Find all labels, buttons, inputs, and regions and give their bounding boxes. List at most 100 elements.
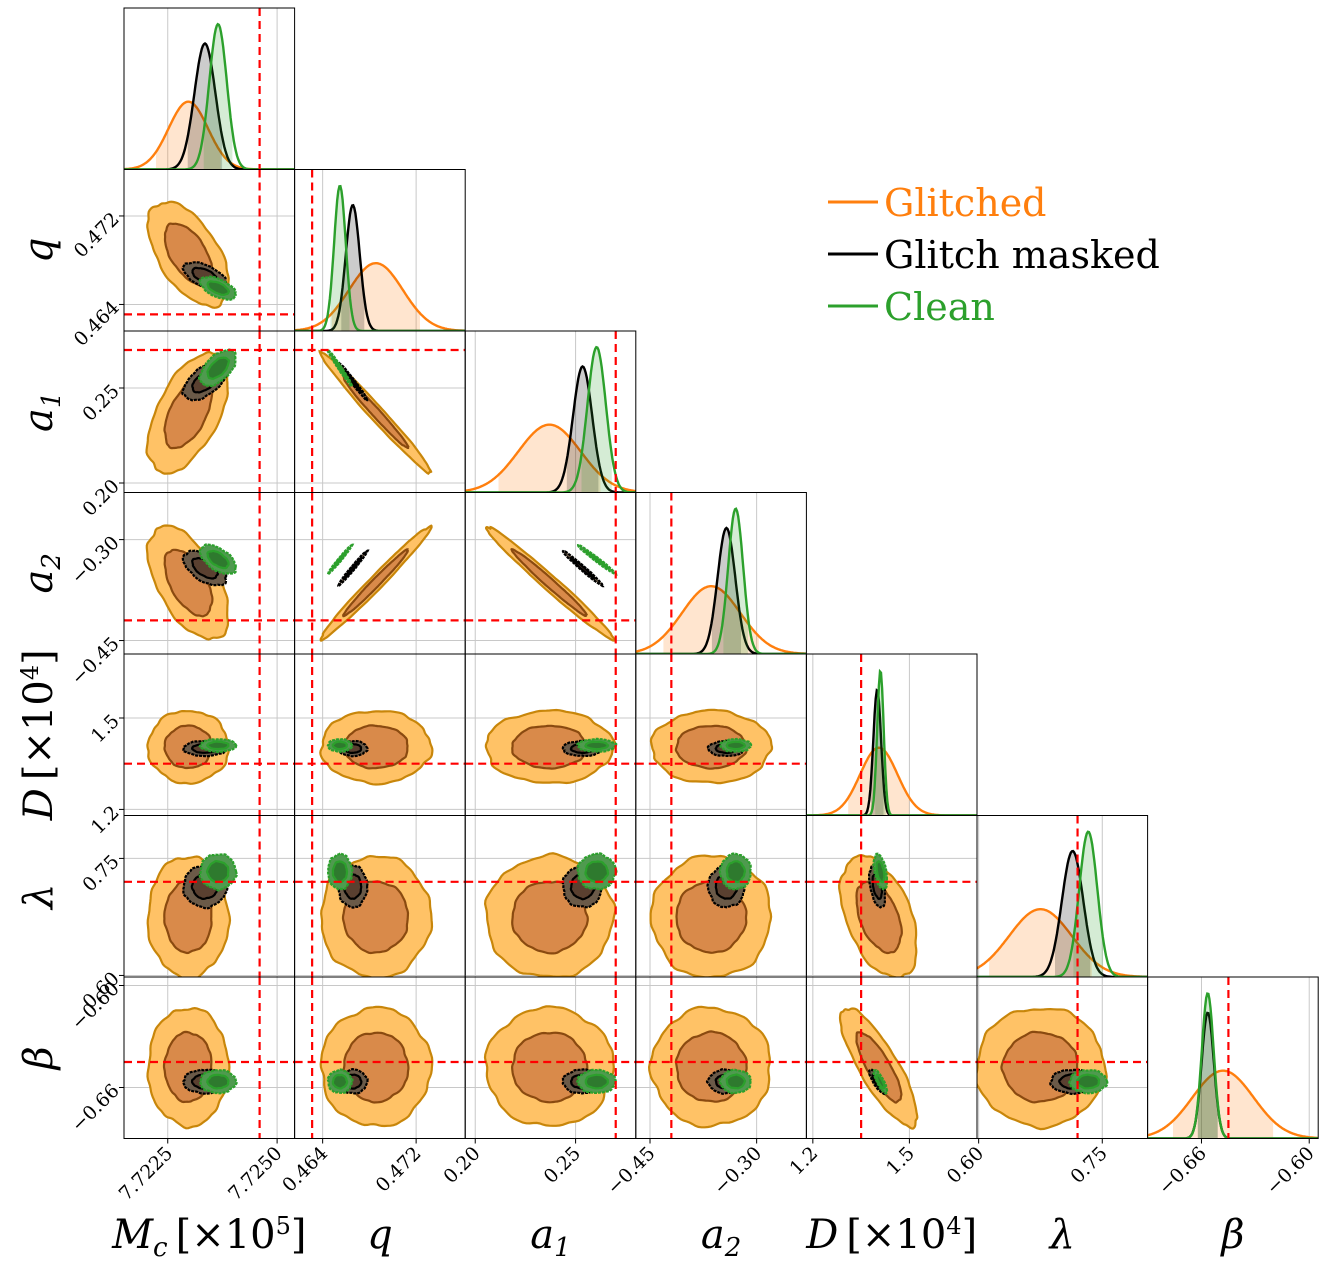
contour-inner-glitched (341, 375, 410, 449)
contour-inner-clean (584, 549, 609, 569)
panel-D-a1 (464, 653, 637, 816)
y-tick-label: −0.66 (67, 1080, 124, 1137)
contour-inner-clean (206, 356, 231, 380)
panel-q-q (294, 169, 466, 332)
marginal-fill-glitch-masked (1197, 1012, 1218, 1139)
legend-label: Clean (884, 285, 995, 329)
panel-a2-q (294, 492, 466, 655)
contour-inner-clean (875, 860, 886, 884)
legend-label: Glitched (884, 181, 1047, 225)
marginal-fill-glitch-masked (341, 205, 365, 331)
x-tick-label: 0.75 (1066, 1142, 1111, 1187)
marginal-curve-glitched (294, 262, 466, 331)
contour-inner-clean (331, 354, 350, 380)
contour-inner-clean (725, 860, 746, 884)
panel-q-Mc: 0.464 0.472 (70, 169, 296, 351)
panel-beta-a2: −0.45 −0.30 (603, 976, 807, 1199)
marginal-fill-clean (1073, 831, 1104, 977)
legend-entry: Glitch masked (828, 233, 1160, 277)
x-tick-label: 0.464 (278, 1142, 332, 1196)
marginal-curve-glitched (635, 585, 807, 654)
contour-inner-clean (206, 549, 230, 570)
panel-a1-a1 (464, 330, 637, 493)
marginal-fill-clean (581, 347, 612, 493)
contour-inner-glitched (511, 724, 589, 770)
contour-inner-clean (584, 860, 610, 884)
x-axis-label-q: q (367, 1212, 393, 1258)
y-tick-label: 0.75 (78, 851, 123, 896)
contour-inner-glitched (510, 548, 589, 617)
contour-inner-glitch-masked (569, 556, 596, 581)
legend-label: Glitch masked (884, 233, 1160, 277)
contour-inner-clean (205, 740, 230, 751)
marginal-curve-glitch-masked (635, 526, 807, 654)
marginal-curve-glitched (977, 908, 1148, 977)
contour-inner-clean (331, 1073, 349, 1090)
x-tick-label: 0.25 (540, 1142, 585, 1187)
y-axis-label-a1: a1 (16, 392, 67, 432)
panel-frame (1147, 976, 1319, 1139)
y-axis-label-D: D[×104] (16, 649, 62, 821)
contour-inner-glitched (342, 548, 409, 618)
panel-beta-Mc: −0.66−0.607.7225 7.7250 (67, 976, 296, 1205)
x-tick-label: 7.7225 (115, 1142, 178, 1205)
contour-inner-clean (206, 1073, 230, 1090)
x-tick-label: −0.66 (1154, 1142, 1211, 1199)
y-axis-label-lambda: λ (16, 884, 62, 911)
y-tick-label: −0.30 (67, 532, 124, 589)
marginal-fill-clean (330, 185, 350, 331)
contour-inner-clean (725, 1073, 747, 1090)
legend: Glitched Glitch masked Clean (828, 181, 1160, 329)
marginal-curve-glitch-masked (124, 42, 295, 170)
x-axis-label-a1: a1 (530, 1212, 570, 1263)
contour-inner-glitch-masked (343, 556, 364, 581)
x-tick-label: 0.472 (372, 1142, 426, 1196)
contour-inner-clean (584, 1073, 609, 1090)
panel-beta-beta: −0.66 −0.60 (1147, 976, 1319, 1199)
x-tick-label: 0.60 (943, 1142, 988, 1187)
panel-beta-lambda: 0.60 0.75 (943, 976, 1149, 1188)
panel-Mc-Mc (123, 7, 296, 170)
x-tick-label: 1.5 (882, 1142, 919, 1179)
marginal-fill-glitched (1173, 1070, 1274, 1139)
x-axis-label-Mc: Mc [×105] (111, 1212, 306, 1263)
marginal-fill-clean (1198, 993, 1218, 1139)
marginal-fill-clean (723, 508, 748, 654)
x-axis-label-a2: a2 (701, 1212, 741, 1263)
marginal-fill-glitched (989, 909, 1092, 977)
x-axis-label-lambda: λ (1048, 1212, 1075, 1258)
legend-entry: Glitched (828, 181, 1047, 225)
y-axis-label-q: q (16, 237, 62, 263)
y-tick-label: 1.2 (87, 802, 124, 839)
panel-a1-q (294, 330, 466, 493)
marginal-curve-clean (124, 22, 295, 170)
y-tick-label: 1.5 (87, 710, 124, 747)
panel-beta-q: 0.464 0.472 (278, 976, 466, 1197)
contour-inner-clean (206, 280, 230, 297)
y-tick-label: −0.45 (67, 633, 124, 690)
x-tick-label: 1.2 (785, 1142, 822, 1179)
x-axis-label-beta: β (1219, 1212, 1244, 1258)
contour-inner-clean (875, 1073, 886, 1090)
contour-inner-clean (331, 549, 348, 570)
panel-D-Mc: 1.2 1.5 (87, 653, 296, 839)
marginal-fill-glitch-masked (1055, 851, 1091, 977)
panel-D-q (294, 653, 466, 816)
legend-entry: Clean (828, 285, 995, 329)
panel-D-D (805, 653, 978, 816)
x-axis-label-D: D [×104] (805, 1212, 977, 1258)
marginal-curve-clean (294, 184, 466, 331)
panel-lambda-a1 (464, 815, 637, 978)
contour-inner-glitched (855, 880, 903, 955)
panel-lambda-lambda (976, 815, 1149, 978)
contour-inner-clean (1075, 1073, 1101, 1090)
marginal-fill-clean (875, 670, 886, 816)
contour-inner-glitched (855, 1031, 903, 1104)
marginal-curve-glitched (1147, 1069, 1319, 1139)
panel-lambda-q (294, 815, 466, 978)
marginal-fill-clean (203, 24, 233, 170)
panel-lambda-D (805, 815, 978, 978)
y-tick-label: 0.472 (70, 208, 124, 262)
contour-inner-clean (584, 740, 610, 751)
